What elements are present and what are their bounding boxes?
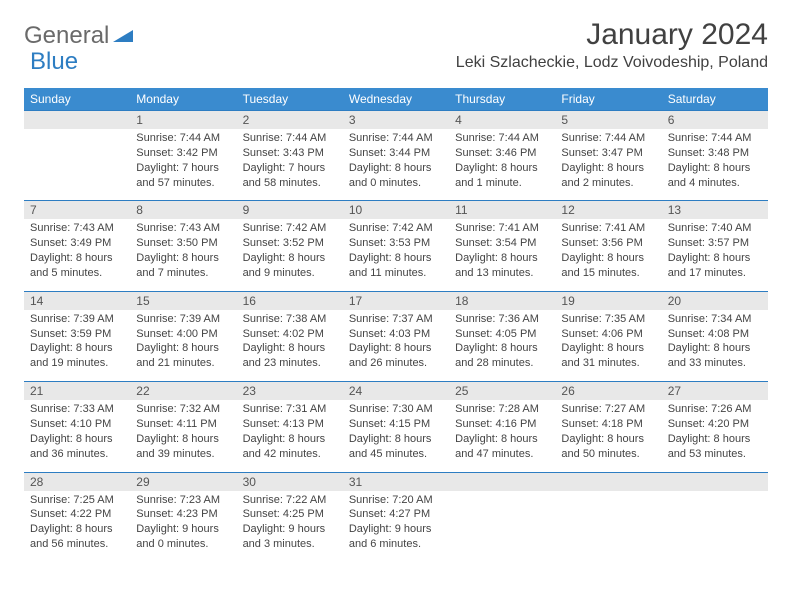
day-header: Tuesday — [237, 88, 343, 111]
date-number-cell: 10 — [343, 201, 449, 220]
date-number-cell: 20 — [662, 291, 768, 310]
date-data-cell: Sunrise: 7:39 AMSunset: 4:00 PMDaylight:… — [130, 310, 236, 382]
day-header: Wednesday — [343, 88, 449, 111]
date-data-cell: Sunrise: 7:35 AMSunset: 4:06 PMDaylight:… — [555, 310, 661, 382]
date-data-cell: Sunrise: 7:32 AMSunset: 4:11 PMDaylight:… — [130, 400, 236, 472]
date-number-cell: 26 — [555, 382, 661, 401]
date-data-row: Sunrise: 7:43 AMSunset: 3:49 PMDaylight:… — [24, 219, 768, 291]
date-data-cell: Sunrise: 7:41 AMSunset: 3:54 PMDaylight:… — [449, 219, 555, 291]
date-data-cell: Sunrise: 7:37 AMSunset: 4:03 PMDaylight:… — [343, 310, 449, 382]
calendar-body: 123456Sunrise: 7:44 AMSunset: 3:42 PMDay… — [24, 111, 768, 562]
date-data-cell: Sunrise: 7:44 AMSunset: 3:46 PMDaylight:… — [449, 129, 555, 201]
date-number-cell: 31 — [343, 472, 449, 491]
date-data-cell: Sunrise: 7:42 AMSunset: 3:52 PMDaylight:… — [237, 219, 343, 291]
date-data-cell: Sunrise: 7:39 AMSunset: 3:59 PMDaylight:… — [24, 310, 130, 382]
date-number-cell: 27 — [662, 382, 768, 401]
date-number-cell: 8 — [130, 201, 236, 220]
day-header: Monday — [130, 88, 236, 111]
date-data-cell: Sunrise: 7:40 AMSunset: 3:57 PMDaylight:… — [662, 219, 768, 291]
date-data-cell: Sunrise: 7:20 AMSunset: 4:27 PMDaylight:… — [343, 491, 449, 562]
month-title: January 2024 — [456, 18, 768, 52]
date-data-cell: Sunrise: 7:33 AMSunset: 4:10 PMDaylight:… — [24, 400, 130, 472]
date-number-row: 28293031 — [24, 472, 768, 491]
date-data-cell: Sunrise: 7:44 AMSunset: 3:44 PMDaylight:… — [343, 129, 449, 201]
date-number-cell: 25 — [449, 382, 555, 401]
date-number-cell: 3 — [343, 111, 449, 130]
date-data-cell: Sunrise: 7:44 AMSunset: 3:42 PMDaylight:… — [130, 129, 236, 201]
date-number-cell: 18 — [449, 291, 555, 310]
date-number-cell: 30 — [237, 472, 343, 491]
date-data-row: Sunrise: 7:33 AMSunset: 4:10 PMDaylight:… — [24, 400, 768, 472]
date-number-cell: 14 — [24, 291, 130, 310]
logo-triangle-icon — [113, 26, 133, 47]
date-number-row: 78910111213 — [24, 201, 768, 220]
date-number-cell: 19 — [555, 291, 661, 310]
logo: General — [24, 18, 135, 48]
logo-text-gray: General — [24, 24, 109, 48]
date-number-cell: 11 — [449, 201, 555, 220]
date-number-cell: 22 — [130, 382, 236, 401]
date-number-cell — [662, 472, 768, 491]
date-number-row: 14151617181920 — [24, 291, 768, 310]
date-number-cell: 9 — [237, 201, 343, 220]
date-data-cell: Sunrise: 7:22 AMSunset: 4:25 PMDaylight:… — [237, 491, 343, 562]
date-data-cell: Sunrise: 7:31 AMSunset: 4:13 PMDaylight:… — [237, 400, 343, 472]
date-data-row: Sunrise: 7:44 AMSunset: 3:42 PMDaylight:… — [24, 129, 768, 201]
date-data-cell — [449, 491, 555, 562]
date-data-cell: Sunrise: 7:30 AMSunset: 4:15 PMDaylight:… — [343, 400, 449, 472]
date-number-cell: 4 — [449, 111, 555, 130]
date-number-cell: 16 — [237, 291, 343, 310]
date-number-cell — [555, 472, 661, 491]
date-number-cell — [449, 472, 555, 491]
date-data-cell: Sunrise: 7:27 AMSunset: 4:18 PMDaylight:… — [555, 400, 661, 472]
date-number-cell: 13 — [662, 201, 768, 220]
date-number-cell: 2 — [237, 111, 343, 130]
day-header: Thursday — [449, 88, 555, 111]
date-data-cell: Sunrise: 7:23 AMSunset: 4:23 PMDaylight:… — [130, 491, 236, 562]
date-data-cell: Sunrise: 7:44 AMSunset: 3:43 PMDaylight:… — [237, 129, 343, 201]
date-number-cell: 24 — [343, 382, 449, 401]
date-number-cell: 29 — [130, 472, 236, 491]
date-data-cell — [662, 491, 768, 562]
date-data-cell: Sunrise: 7:34 AMSunset: 4:08 PMDaylight:… — [662, 310, 768, 382]
date-number-cell: 6 — [662, 111, 768, 130]
date-data-cell: Sunrise: 7:43 AMSunset: 3:50 PMDaylight:… — [130, 219, 236, 291]
date-number-cell — [24, 111, 130, 130]
date-data-cell: Sunrise: 7:44 AMSunset: 3:48 PMDaylight:… — [662, 129, 768, 201]
date-data-cell: Sunrise: 7:25 AMSunset: 4:22 PMDaylight:… — [24, 491, 130, 562]
date-number-cell: 28 — [24, 472, 130, 491]
date-data-cell — [24, 129, 130, 201]
date-number-cell: 15 — [130, 291, 236, 310]
date-number-cell: 12 — [555, 201, 661, 220]
day-header: Saturday — [662, 88, 768, 111]
date-number-cell: 23 — [237, 382, 343, 401]
date-data-cell: Sunrise: 7:42 AMSunset: 3:53 PMDaylight:… — [343, 219, 449, 291]
date-data-row: Sunrise: 7:39 AMSunset: 3:59 PMDaylight:… — [24, 310, 768, 382]
date-data-row: Sunrise: 7:25 AMSunset: 4:22 PMDaylight:… — [24, 491, 768, 562]
date-number-cell: 1 — [130, 111, 236, 130]
date-number-row: 123456 — [24, 111, 768, 130]
date-number-cell: 5 — [555, 111, 661, 130]
logo-text-blue: Blue — [30, 48, 78, 75]
date-number-cell: 7 — [24, 201, 130, 220]
date-number-row: 21222324252627 — [24, 382, 768, 401]
date-number-cell: 21 — [24, 382, 130, 401]
date-data-cell: Sunrise: 7:43 AMSunset: 3:49 PMDaylight:… — [24, 219, 130, 291]
date-data-cell — [555, 491, 661, 562]
day-header-row: Sunday Monday Tuesday Wednesday Thursday… — [24, 88, 768, 111]
date-data-cell: Sunrise: 7:28 AMSunset: 4:16 PMDaylight:… — [449, 400, 555, 472]
date-number-cell: 17 — [343, 291, 449, 310]
date-data-cell: Sunrise: 7:36 AMSunset: 4:05 PMDaylight:… — [449, 310, 555, 382]
date-data-cell: Sunrise: 7:26 AMSunset: 4:20 PMDaylight:… — [662, 400, 768, 472]
date-data-cell: Sunrise: 7:38 AMSunset: 4:02 PMDaylight:… — [237, 310, 343, 382]
day-header: Friday — [555, 88, 661, 111]
date-data-cell: Sunrise: 7:41 AMSunset: 3:56 PMDaylight:… — [555, 219, 661, 291]
date-data-cell: Sunrise: 7:44 AMSunset: 3:47 PMDaylight:… — [555, 129, 661, 201]
calendar-table: Sunday Monday Tuesday Wednesday Thursday… — [24, 88, 768, 562]
day-header: Sunday — [24, 88, 130, 111]
